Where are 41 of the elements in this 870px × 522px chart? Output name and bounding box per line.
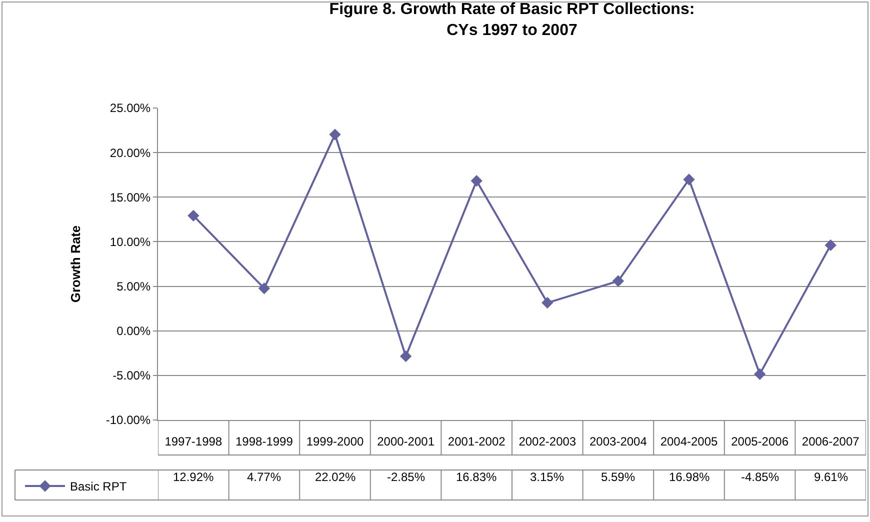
- y-tick-label: 0.00%: [116, 324, 151, 338]
- x-tick-label: 2002-2003: [518, 434, 576, 448]
- y-tick-label: 15.00%: [110, 190, 151, 204]
- point: [470, 174, 482, 187]
- y-tick-label: -10.00%: [106, 413, 151, 428]
- point: [824, 239, 836, 252]
- data-label: 4.77%: [247, 470, 282, 484]
- x-tick-label: 2001-2002: [448, 434, 506, 448]
- legend-label: Basic RPT: [70, 480, 128, 494]
- point: [329, 128, 341, 140]
- x-tick-label: 2006-2007: [802, 434, 860, 448]
- y-tick-label: 5.00%: [116, 279, 151, 294]
- y-tick-label: 25.00%: [110, 101, 151, 116]
- x-tick-label: 2005-2006: [731, 434, 789, 448]
- x-tick-label: 2003-2004: [590, 434, 648, 448]
- point: [683, 174, 695, 186]
- x-tick-label: 1998-1999: [236, 434, 294, 448]
- point: [542, 296, 554, 309]
- data-label: 3.15%: [530, 470, 564, 484]
- point: [400, 350, 412, 362]
- point: [754, 368, 766, 380]
- y-tick-label: -5.00%: [112, 368, 151, 383]
- data-label: 16.83%: [456, 470, 498, 484]
- data-label: 5.59%: [601, 470, 636, 484]
- x-tick-label: 2004-2005: [660, 434, 718, 448]
- data-label: -4.85%: [741, 470, 780, 484]
- y-tick-label: 20.00%: [110, 146, 151, 160]
- y-tick-label: 10.00%: [110, 234, 151, 249]
- point: [258, 282, 270, 294]
- data-label: -2.85%: [387, 470, 426, 484]
- data-label: 12.92%: [173, 470, 214, 484]
- data-label: 22.02%: [315, 470, 356, 484]
- point: [612, 275, 624, 287]
- x-tick-label: 2000-2001: [377, 434, 435, 448]
- x-tick-label: 1997-1998: [164, 434, 222, 448]
- data-label: 9.61%: [814, 470, 848, 484]
- data-label: 16.98%: [669, 470, 710, 484]
- y-axis-title: Growth Rate: [68, 225, 83, 303]
- chart-title: Figure 8. Growth Rate of Basic RPT Collections: CYs 1997 to 2007: [329, 1, 695, 39]
- x-tick-label: 1999-2000: [306, 434, 364, 448]
- point: [188, 210, 200, 222]
